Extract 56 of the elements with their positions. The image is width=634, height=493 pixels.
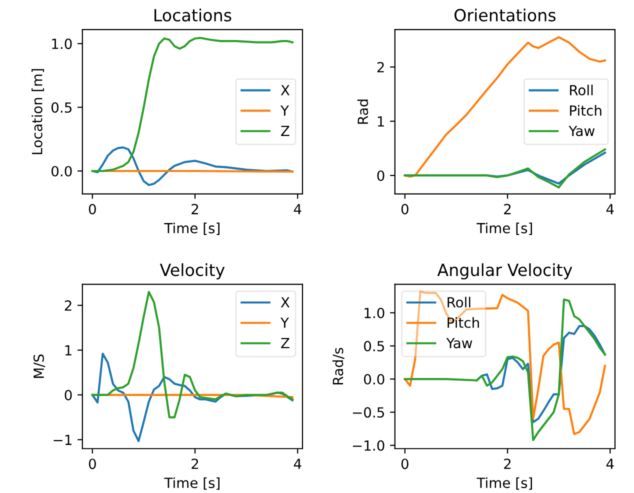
y-tick-label: 1 [65, 345, 72, 356]
x-tick-label: 0 [401, 204, 408, 214]
legend-label: Pitch [570, 105, 602, 116]
y-tick-label: −1.0 [352, 440, 384, 451]
y-tick-label: 0.0 [364, 374, 384, 385]
x-tick-label: 2 [504, 204, 511, 214]
chart-title: Locations [154, 8, 232, 22]
line-series [404, 36, 606, 178]
legend-label: Roll [448, 296, 470, 308]
x-axis-title: Time [s] [476, 477, 532, 490]
legend-label: Z [281, 338, 290, 348]
y-tick-label: 1.0 [364, 308, 384, 318]
legend-label: Yaw [568, 126, 595, 136]
y-tick-label: 0.0 [52, 166, 72, 176]
x-tick-label: 0 [88, 204, 96, 214]
x-tick-label: 0 [401, 458, 408, 470]
x-tick-label: 4 [294, 458, 302, 469]
y-tick-label: 0.5 [52, 102, 72, 113]
x-tick-label: 2 [192, 458, 198, 469]
legend-label: X [280, 297, 290, 308]
x-tick-label: 4 [606, 458, 614, 469]
y-tick-label: 0 [377, 170, 384, 181]
x-tick-label: 0 [88, 458, 96, 470]
y-tick-label: 0 [64, 390, 72, 400]
legend-label: Y [280, 318, 289, 328]
y-tick-label: 2 [64, 300, 72, 311]
y-tick-label: 1.0 [52, 38, 72, 50]
y-tick-label: −0.5 [352, 407, 384, 418]
line-series [91, 36, 294, 172]
y-axis-title: Rad [357, 100, 368, 124]
legend-label: Yaw [446, 338, 472, 348]
x-tick-label: 4 [294, 204, 302, 214]
legend-label: Z [281, 126, 290, 136]
x-tick-label: 2 [192, 204, 198, 214]
line-series [91, 146, 294, 186]
chart-title: Angular Velocity [437, 263, 572, 280]
legend-label: Pitch [448, 317, 479, 328]
x-tick-label: 2 [504, 458, 511, 469]
y-axis-title: Rad/s [332, 348, 344, 384]
x-tick-label: 4 [606, 204, 614, 214]
legend-label: Y [280, 105, 289, 116]
y-tick-label: 2 [377, 62, 384, 72]
y-axis-title: Location [m] [32, 69, 44, 154]
chart-title: Orientations [454, 8, 556, 22]
line-series [91, 352, 294, 442]
y-axis-title: M/S [33, 354, 46, 378]
chart-title: Velocity [160, 263, 225, 280]
y-tick-label: −1 [54, 434, 72, 445]
x-axis-title: Time [s] [164, 477, 220, 490]
y-tick-label: 0.5 [364, 340, 384, 352]
legend-label: X [280, 85, 290, 96]
x-axis-title: Time [s] [164, 222, 220, 236]
legend-label: Roll [570, 84, 593, 96]
line-series [91, 290, 294, 418]
y-tick-label: 1 [378, 116, 384, 127]
x-axis-title: Time [s] [476, 222, 532, 236]
